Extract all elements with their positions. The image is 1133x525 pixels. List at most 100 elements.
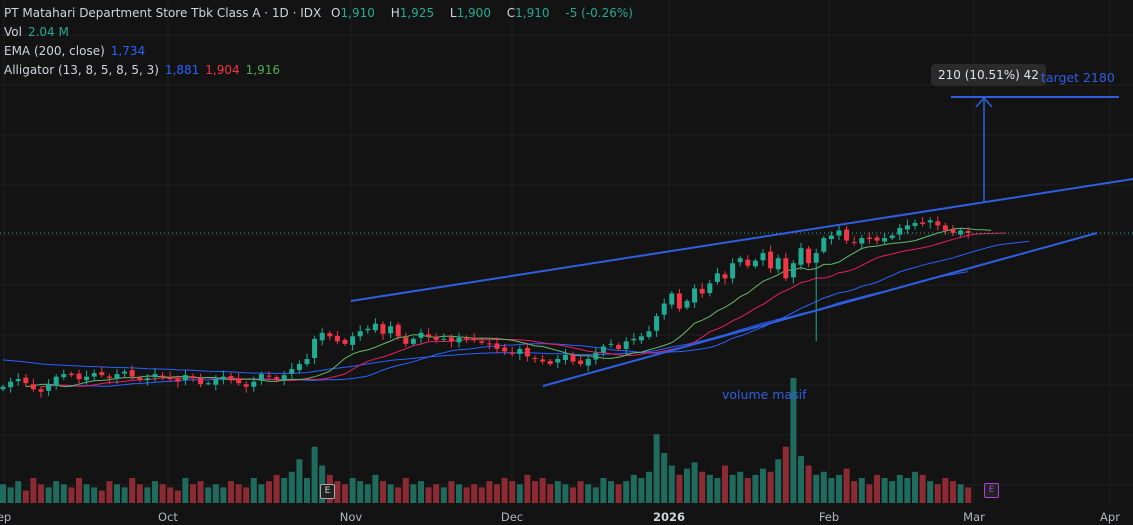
l-label: L [449, 6, 457, 20]
candle-body [821, 238, 827, 252]
volume-bar [646, 471, 652, 503]
volume-bar [585, 484, 592, 503]
measure-label[interactable]: 210 (10.51%) 42 [931, 64, 1046, 86]
volume-bar [874, 474, 880, 503]
volume-bar [676, 474, 683, 503]
candle-body [84, 376, 90, 381]
candle-body [334, 335, 340, 342]
volume-bar [942, 478, 949, 503]
candle-body [372, 323, 378, 331]
candle-body [882, 238, 888, 242]
candle-body [114, 374, 120, 379]
lips-value: 1,916 [245, 63, 281, 77]
volume-bar [364, 484, 371, 503]
candle-body [965, 230, 971, 233]
upcoming-earnings-badge[interactable]: E [984, 483, 999, 498]
volume-bar [805, 465, 812, 503]
candle-body [509, 352, 515, 354]
candle-body [942, 225, 948, 231]
candle-body [304, 359, 310, 365]
candle-body [281, 375, 287, 380]
volume-bar [425, 487, 432, 503]
volume-bar [615, 484, 622, 503]
candle-body [889, 235, 895, 239]
candle-body [220, 376, 226, 380]
volume-bar [212, 484, 219, 503]
volume-bar [433, 484, 440, 503]
candle-body [874, 237, 880, 241]
alligator-row[interactable]: Alligator (13, 8, 5, 8, 5, 3) 1,881 1,904 1… [4, 61, 639, 80]
volume-bar [623, 481, 630, 503]
volume-bar [402, 478, 409, 503]
volume-bar [851, 481, 858, 503]
candle-body [692, 288, 698, 303]
chart-legend: PT Matahari Department Store Tbk Class A… [4, 4, 639, 80]
volume-bar [752, 474, 759, 503]
upper-trendline[interactable] [350, 178, 1133, 302]
candle-body [403, 337, 409, 344]
ema-value: 1,734 [110, 44, 146, 58]
candle-body [950, 229, 956, 233]
volume-bar [600, 478, 607, 503]
volume-bar [456, 484, 462, 503]
volume-bar [273, 474, 280, 503]
target-note[interactable]: target 2180 [1041, 70, 1115, 85]
volume-bar [410, 484, 417, 503]
vol-label: Vol [4, 25, 22, 39]
jaw-value: 1,881 [164, 63, 200, 77]
volume-bar [486, 481, 493, 503]
volume-bar [205, 487, 212, 503]
volume-bar [68, 487, 75, 503]
candle-body [448, 337, 454, 342]
candle-body [859, 238, 865, 244]
candle-body [494, 343, 500, 349]
h-label: H [390, 6, 400, 20]
volume-bar [501, 478, 508, 503]
lower-trendline[interactable] [542, 232, 1098, 387]
ema-row[interactable]: EMA (200, close) 1,734 [4, 42, 639, 61]
candle-body [714, 273, 720, 282]
volume-bar [965, 487, 972, 503]
candle-body [15, 379, 21, 382]
candle-body [836, 230, 842, 236]
candle-body [593, 352, 599, 360]
candle-body [608, 343, 614, 345]
ema-200-line [2, 271, 969, 375]
symbol-row: PT Matahari Department Store Tbk Class A… [4, 4, 639, 23]
volume-bar [554, 481, 561, 503]
volume-bar [76, 478, 82, 503]
candle-body [631, 338, 637, 341]
volume-bar [418, 481, 424, 503]
volume-bar [311, 446, 318, 503]
candle-body [730, 263, 736, 279]
volume-bar [45, 487, 52, 503]
volume-bar [288, 471, 295, 503]
o-label: O [331, 6, 341, 20]
volume-bar [950, 481, 956, 503]
candle-body [532, 357, 538, 359]
candle-body [958, 230, 964, 235]
volume-note[interactable]: volume masif [722, 387, 807, 402]
alligator-lips-line [25, 227, 992, 388]
volume-bar [904, 478, 911, 503]
candle-body [251, 381, 257, 387]
volume-bar [509, 481, 516, 503]
volume-row[interactable]: Vol 2.04 M [4, 23, 639, 42]
volume-bar [152, 481, 158, 503]
volume-bar [440, 487, 447, 503]
volume-bar [334, 481, 341, 503]
candle-body [806, 248, 812, 264]
volume-bar [539, 478, 546, 503]
candle-body [456, 337, 462, 343]
earnings-badge[interactable]: E [320, 484, 335, 499]
alligator-label: Alligator (13, 8, 5, 8, 5, 3) [4, 63, 159, 77]
x-tick-2026: 2026 [652, 510, 686, 524]
candle-body [570, 354, 576, 362]
volume-bar [38, 484, 44, 503]
arrow-up-icon[interactable] [975, 96, 993, 202]
volume-bar [699, 471, 706, 503]
candle-body [752, 260, 758, 267]
change-value: -5 (-0.26%) [565, 6, 633, 20]
volume-bar [258, 484, 265, 503]
